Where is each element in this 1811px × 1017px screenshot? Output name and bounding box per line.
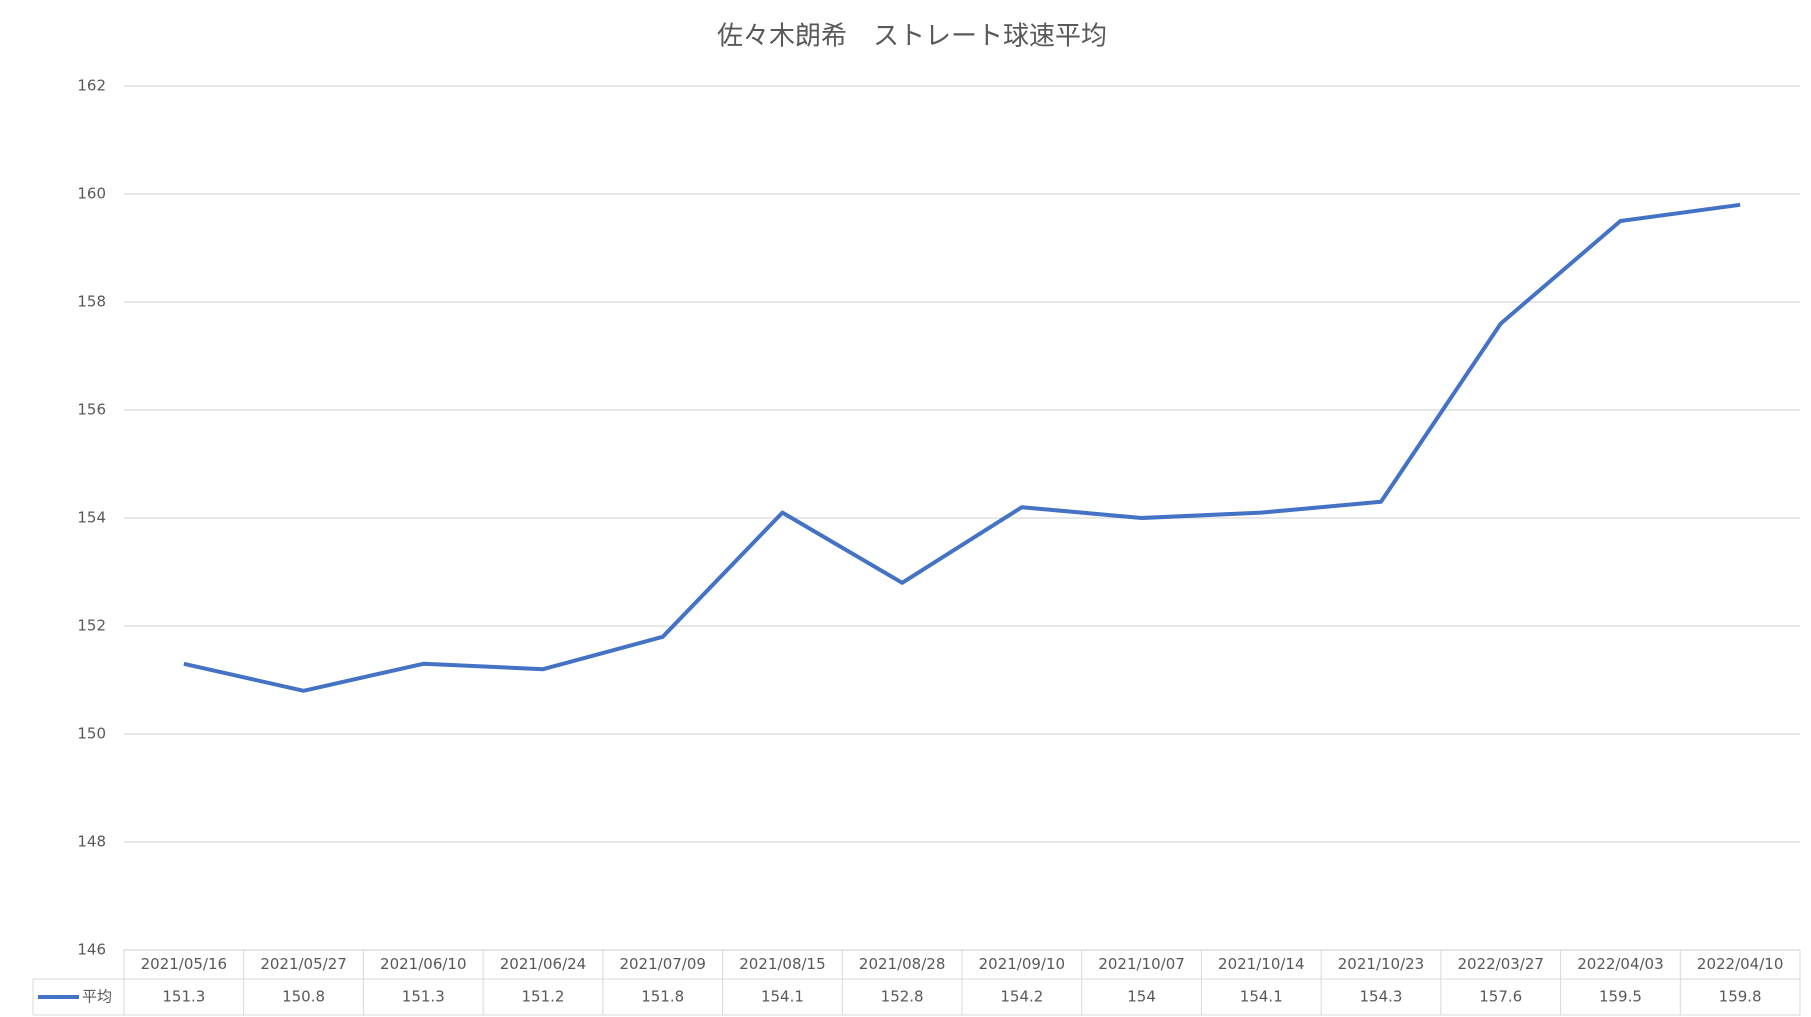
x-tick-label: 2021/09/10 [979, 955, 1065, 973]
y-tick-label: 150 [77, 725, 106, 743]
y-tick-label: 158 [77, 293, 106, 311]
table-value: 159.8 [1719, 988, 1762, 1006]
x-tick-label: 2021/08/28 [859, 955, 945, 973]
table-value: 151.8 [641, 988, 684, 1006]
x-tick-label: 2021/10/23 [1338, 955, 1424, 973]
table-value: 151.3 [162, 988, 205, 1006]
x-tick-label: 2021/07/09 [619, 955, 705, 973]
y-tick-label: 148 [77, 833, 106, 851]
y-tick-label: 152 [77, 617, 106, 635]
table-value: 154 [1127, 988, 1156, 1006]
x-tick-label: 2021/08/15 [739, 955, 825, 973]
table-value: 151.3 [402, 988, 445, 1006]
y-tick-label: 162 [77, 77, 106, 95]
table-value: 154.2 [1000, 988, 1043, 1006]
table-value: 154.1 [761, 988, 804, 1006]
data-line [183, 202, 1741, 693]
table-value: 151.2 [522, 988, 565, 1006]
x-tick-label: 2021/10/14 [1218, 955, 1304, 973]
x-tick-label: 2021/10/07 [1098, 955, 1184, 973]
x-tick-label: 2021/06/24 [500, 955, 586, 973]
chart-title: 佐々木朗希 ストレート球速平均 [717, 22, 1107, 52]
y-tick-label: 146 [77, 941, 106, 959]
x-tick-label: 2021/05/27 [260, 955, 346, 973]
x-tick-label: 2021/05/16 [141, 955, 227, 973]
y-tick-label: 160 [77, 185, 106, 203]
x-tick-label: 2022/04/03 [1577, 955, 1663, 973]
table-value: 154.1 [1240, 988, 1283, 1006]
x-tick-label: 2022/03/27 [1457, 955, 1543, 973]
y-tick-label: 154 [77, 509, 106, 527]
table-value: 154.3 [1360, 988, 1403, 1006]
y-tick-label: 156 [77, 401, 106, 419]
table-value: 152.8 [881, 988, 924, 1006]
x-tick-label: 2021/06/10 [380, 955, 466, 973]
x-tick-label: 2022/04/10 [1697, 955, 1783, 973]
legend-label: 平均 [82, 988, 112, 1006]
table-value: 157.6 [1479, 988, 1522, 1006]
table-value: 159.5 [1599, 988, 1642, 1006]
table-value: 150.8 [282, 988, 325, 1006]
